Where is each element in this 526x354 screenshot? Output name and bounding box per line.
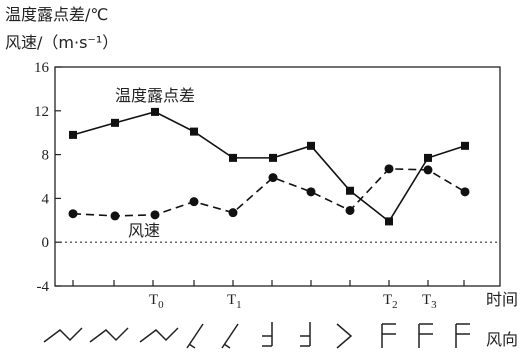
wind-w-icon	[262, 322, 273, 347]
wind-sw-icon	[418, 323, 433, 348]
dewpoint-spread-point	[424, 153, 432, 162]
dewpoint-spread-point	[346, 186, 354, 195]
dewpoint-spread-line	[72, 111, 466, 223]
series-label-wind-speed: 风速	[128, 221, 160, 240]
wind-speed-point	[460, 187, 470, 197]
time-marker-subscript: 2	[392, 299, 398, 311]
wind-speed-point	[384, 164, 394, 174]
dewpoint-spread-point	[111, 118, 119, 127]
time-marker-label: T0	[149, 292, 164, 311]
y-axis-label-line1: 温度露点差/℃	[5, 5, 108, 24]
dewpoint-spread-point	[151, 107, 159, 116]
wind-speed-point	[150, 210, 160, 220]
wind-speed-point	[423, 165, 433, 175]
y-tick-label: 16	[34, 60, 50, 76]
wind-w-icon	[300, 322, 311, 347]
dewpoint-spread-point	[461, 141, 469, 150]
dewpoint-spread-point	[307, 141, 315, 150]
time-marker-label: T1	[227, 292, 242, 311]
time-marker-subscript: 0	[158, 299, 164, 311]
time-marker-label: T2	[383, 292, 398, 311]
dewpoint-spread-point	[69, 130, 77, 139]
wind-speed-point	[345, 205, 355, 215]
wind-direction-row	[43, 322, 470, 349]
wind-ne-icon	[43, 327, 83, 343]
wind-speed-point	[189, 197, 199, 207]
wind-n-icon	[186, 323, 204, 349]
wind-sw-icon	[455, 323, 470, 348]
y-tick-label: 4	[42, 191, 50, 207]
wind-speed-point	[306, 187, 316, 197]
wind-direction-label: 风向	[486, 330, 518, 349]
dewpoint-spread-point	[269, 153, 277, 162]
wind-speed-point	[268, 173, 278, 183]
wind-ne-icon	[139, 327, 179, 343]
wind-sw-icon	[381, 323, 396, 348]
wind-n-icon	[221, 323, 239, 349]
wind-speed-point	[68, 209, 78, 219]
x-axis-label: 时间	[486, 290, 518, 309]
wind-speed-line	[72, 168, 466, 217]
wind-speed-point	[110, 211, 120, 221]
series-label-dewpoint-spread: 温度露点差	[115, 86, 195, 105]
y-tick-label: -4	[37, 279, 50, 295]
wind-speed-point	[228, 208, 238, 218]
y-tick-label: 0	[42, 235, 50, 251]
wind-ne-icon	[89, 327, 129, 343]
y-tick-label: 12	[34, 104, 49, 120]
time-marker-label: T3	[422, 292, 437, 311]
y-axis-label-line2: 风速/（m·s⁻¹）	[5, 33, 118, 52]
wind-nw-icon	[336, 323, 353, 349]
dewpoint-spread-point	[385, 217, 393, 226]
time-marker-subscript: 1	[236, 299, 242, 311]
y-tick-label: 8	[42, 148, 50, 164]
dewpoint-spread-point	[229, 153, 237, 162]
time-marker-subscript: 3	[431, 299, 437, 311]
dewpoint-spread-point	[190, 127, 198, 136]
plot-frame	[54, 66, 501, 287]
